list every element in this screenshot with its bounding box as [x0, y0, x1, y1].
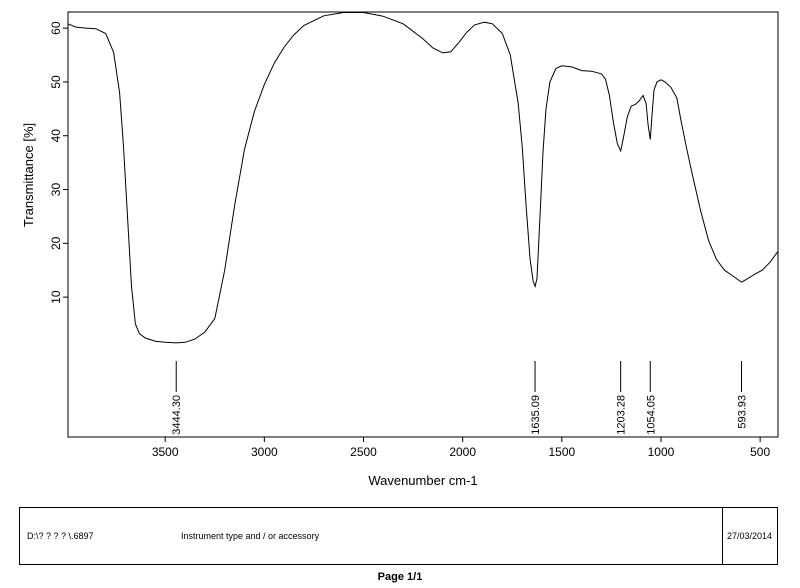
x-tick-label: 1500 [548, 445, 575, 459]
x-tick-label: 500 [750, 445, 770, 459]
peak-label: 1203.28 [616, 395, 628, 435]
x-tick-label: 3500 [152, 445, 179, 459]
x-tick-label: 3000 [251, 445, 278, 459]
footer-divider [722, 507, 723, 565]
y-axis-ticks: 10 20 30 40 50 60 [49, 21, 68, 304]
ir-spectrum-chart: 10 20 30 40 50 60 3500 3000 2500 2000 1500 1000 500… [21, 11, 779, 488]
plot-frame [67, 11, 779, 438]
y-tick-label: 10 [49, 290, 63, 304]
peak-label: 3444.30 [171, 395, 183, 435]
x-tick-label: 2000 [449, 445, 476, 459]
y-tick-label: 30 [49, 183, 63, 197]
peak-label: 593.93 [737, 395, 749, 429]
x-axis-title: Wavenumber cm-1 [368, 473, 477, 488]
y-axis-title: Transmittance [%] [21, 123, 36, 227]
y-tick-label: 60 [49, 21, 63, 35]
peak-markers: 3444.30 1635.09 1203.28 1054.05 593.93 [171, 361, 749, 435]
spectrum-line [67, 12, 779, 344]
date-text: 27/03/2014 [727, 531, 773, 541]
y-tick-label: 50 [49, 75, 63, 89]
y-tick-label: 20 [49, 236, 63, 250]
file-path-text: D:\? ? ? ? \.6897 [27, 531, 94, 541]
peak-label: 1635.09 [530, 395, 542, 435]
y-tick-label: 40 [49, 129, 63, 143]
x-tick-label: 1000 [648, 445, 675, 459]
x-axis-ticks: 3500 3000 2500 2000 1500 1000 500 [152, 437, 770, 459]
instrument-text: Instrument type and / or accessory [181, 531, 320, 541]
page-indicator: Page 1/1 [377, 571, 423, 583]
peak-label: 1054.05 [645, 395, 657, 435]
footer-info-box [19, 507, 778, 565]
x-tick-label: 2500 [350, 445, 377, 459]
